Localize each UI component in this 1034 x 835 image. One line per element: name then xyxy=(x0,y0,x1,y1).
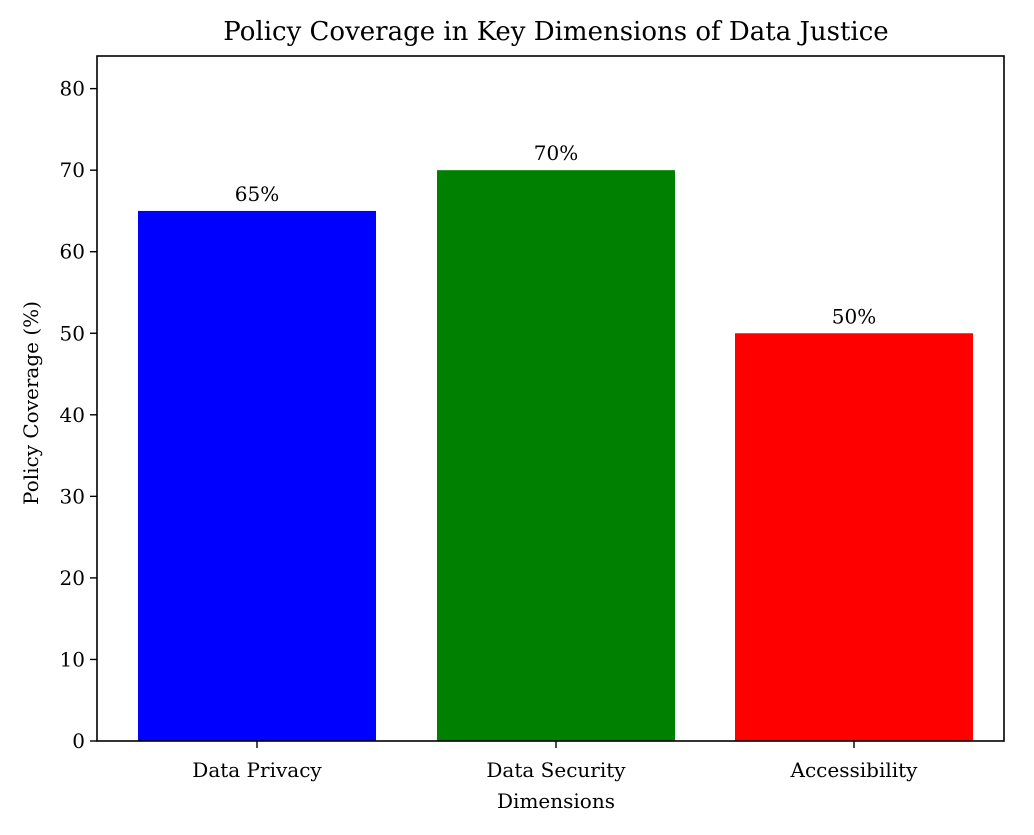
bar-accessibility xyxy=(735,333,973,741)
y-tick-label: 60 xyxy=(60,240,85,264)
y-tick-label: 50 xyxy=(60,321,85,345)
plot-frame xyxy=(96,55,1005,742)
y-axis-title: Policy Coverage (%) xyxy=(19,301,43,505)
bar-data-privacy xyxy=(138,210,376,741)
y-tick-label: 70 xyxy=(60,158,85,182)
bar-data-security xyxy=(437,170,675,741)
x-tick-label: Data Privacy xyxy=(192,758,322,782)
y-tick-label: 30 xyxy=(60,484,85,508)
x-axis-title: Dimensions xyxy=(497,789,615,813)
value-labels-layer: 65% 70% 50% xyxy=(235,141,876,328)
y-tick-label: 0 xyxy=(72,729,85,753)
bar-value-label: 50% xyxy=(832,304,876,328)
chart-title: Policy Coverage in Key Dimensions of Dat… xyxy=(223,17,888,47)
bar-value-label: 65% xyxy=(235,182,279,206)
x-tick-label: Data Security xyxy=(486,758,626,782)
bars-layer xyxy=(138,170,973,741)
bar-value-label: 70% xyxy=(534,141,578,165)
y-tick-label: 10 xyxy=(60,647,85,671)
y-tick-label: 80 xyxy=(60,77,85,101)
y-tick-label: 40 xyxy=(60,403,85,427)
y-tick-label: 20 xyxy=(60,566,85,590)
y-axis: 0 10 20 30 40 50 60 70 80 xyxy=(60,77,97,753)
x-tick-label: Accessibility xyxy=(790,758,919,782)
x-axis: Data Privacy Data Security Accessibility xyxy=(192,741,918,782)
